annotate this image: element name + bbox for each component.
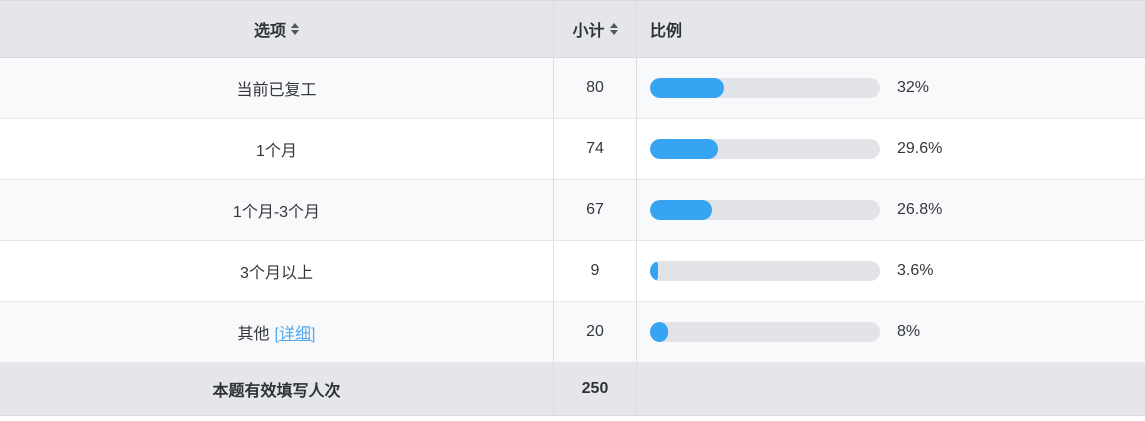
count-value: 67 bbox=[586, 201, 604, 218]
sort-icon[interactable] bbox=[291, 23, 299, 35]
count-value: 80 bbox=[586, 79, 604, 96]
table-row: 3个月以上 9 3.6% bbox=[0, 241, 1145, 302]
footer-label-cell: 本题有效填写人次 bbox=[0, 363, 554, 415]
count-cell: 74 bbox=[554, 119, 637, 179]
proportion-bar: 26.8% bbox=[650, 200, 942, 220]
header-cell-option[interactable]: 选项 bbox=[0, 1, 554, 57]
bar-fill bbox=[650, 139, 719, 159]
proportion-bar: 3.6% bbox=[650, 261, 933, 281]
bar-track bbox=[650, 78, 880, 98]
table-row: 1个月-3个月 67 26.8% bbox=[0, 180, 1145, 241]
header-cell-count[interactable]: 小计 bbox=[554, 1, 637, 57]
table-header-row: 选项 小计 比例 bbox=[0, 1, 1145, 58]
table-row: 1个月 74 29.6% bbox=[0, 119, 1145, 180]
count-value: 20 bbox=[586, 323, 604, 340]
option-label: 1个月-3个月 bbox=[232, 204, 321, 221]
count-cell: 80 bbox=[554, 58, 637, 118]
table-row: 当前已复工 80 32% bbox=[0, 58, 1145, 119]
option-cell: 其他 [详细] bbox=[0, 302, 554, 362]
sort-desc-icon bbox=[291, 30, 299, 35]
count-cell: 20 bbox=[554, 302, 637, 362]
option-label: 当前已复工 bbox=[236, 82, 317, 99]
count-cell: 9 bbox=[554, 241, 637, 301]
proportion-bar: 8% bbox=[650, 322, 920, 342]
total-count: 250 bbox=[581, 380, 609, 397]
sort-icon[interactable] bbox=[609, 23, 618, 35]
bar-fill bbox=[650, 322, 669, 342]
bar-track bbox=[650, 139, 880, 159]
header-cell-ratio: 比例 bbox=[637, 1, 1145, 57]
ratio-cell: 26.8% bbox=[637, 180, 1145, 240]
count-cell: 67 bbox=[554, 180, 637, 240]
option-cell: 1个月 bbox=[0, 119, 554, 179]
percent-label: 29.6% bbox=[897, 140, 943, 157]
option-label: 3个月以上 bbox=[240, 265, 313, 282]
footer-empty-cell bbox=[637, 363, 1145, 415]
percent-label: 3.6% bbox=[897, 262, 934, 279]
bar-fill bbox=[650, 261, 659, 281]
bar-fill bbox=[650, 200, 712, 220]
option-cell: 3个月以上 bbox=[0, 241, 554, 301]
percent-label: 8% bbox=[897, 323, 921, 340]
detail-link[interactable]: [详细] bbox=[274, 326, 316, 343]
ratio-cell: 29.6% bbox=[637, 119, 1145, 179]
percent-label: 32% bbox=[897, 79, 930, 96]
bar-track bbox=[650, 261, 880, 281]
table-body: 当前已复工 80 32% 1个月 bbox=[0, 58, 1145, 363]
sort-asc-icon bbox=[609, 23, 618, 28]
option-label: 其他 bbox=[237, 326, 270, 343]
count-value: 9 bbox=[590, 262, 600, 279]
count-column-title: 小计 bbox=[572, 23, 605, 40]
sort-asc-icon bbox=[291, 23, 299, 28]
percent-label: 26.8% bbox=[897, 201, 943, 218]
ratio-column-title: 比例 bbox=[650, 23, 683, 40]
bar-track bbox=[650, 200, 880, 220]
proportion-bar: 29.6% bbox=[650, 139, 942, 159]
footer-total-cell: 250 bbox=[554, 363, 637, 415]
option-column-title: 选项 bbox=[253, 23, 286, 40]
table-footer-row: 本题有效填写人次 250 bbox=[0, 363, 1145, 416]
sort-desc-icon bbox=[609, 30, 618, 35]
footer-label: 本题有效填写人次 bbox=[212, 383, 341, 400]
table-row: 其他 [详细] 20 8% bbox=[0, 302, 1145, 363]
bar-track bbox=[650, 322, 880, 342]
bar-fill bbox=[650, 78, 724, 98]
option-label: 1个月 bbox=[256, 143, 297, 160]
ratio-cell: 32% bbox=[637, 58, 1145, 118]
ratio-cell: 8% bbox=[637, 302, 1145, 362]
count-value: 74 bbox=[586, 140, 604, 157]
option-cell: 1个月-3个月 bbox=[0, 180, 554, 240]
ratio-cell: 3.6% bbox=[637, 241, 1145, 301]
proportion-bar: 32% bbox=[650, 78, 929, 98]
option-cell: 当前已复工 bbox=[0, 58, 554, 118]
